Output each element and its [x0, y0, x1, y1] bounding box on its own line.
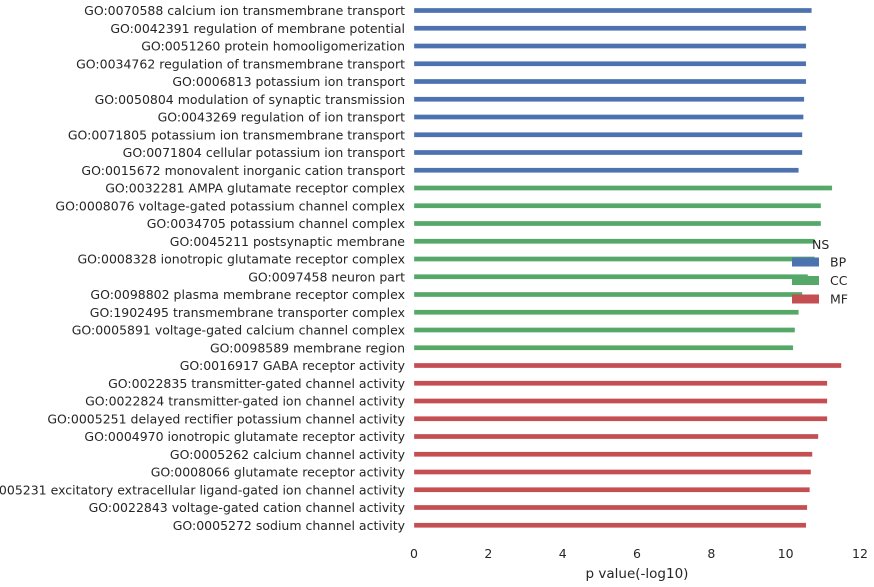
- bar-7: [413, 114, 804, 120]
- category-label-5: GO:0006813 potassium ion transport: [172, 74, 405, 89]
- bar-13: [413, 220, 822, 227]
- x-tick-label-0: 0: [410, 546, 418, 561]
- bar-12: [413, 203, 822, 209]
- category-label-8: GO:0071805 potassium ion transmembrane t…: [68, 127, 405, 142]
- bar-26: [413, 451, 813, 457]
- x-tick-label-6: 6: [633, 546, 641, 561]
- category-label-16: GO:0097458 neuron part: [248, 269, 405, 284]
- category-labels: GO:0070588 calcium ion transmembrane tra…: [0, 3, 406, 533]
- category-label-26: GO:0005262 calcium channel activity: [170, 447, 406, 462]
- category-label-30: GO:0005272 sodium channel activity: [173, 518, 406, 533]
- category-label-27: GO:0008066 glutamate receptor activity: [151, 465, 406, 480]
- category-label-22: GO:0022835 transmitter-gated channel act…: [108, 376, 405, 391]
- category-label-28: GO:0005231 excitatory extracellular liga…: [0, 482, 406, 497]
- legend-title: NS: [812, 237, 829, 252]
- category-label-6: GO:0050804 modulation of synaptic transm…: [95, 92, 405, 107]
- bar-16: [413, 274, 809, 280]
- category-label-19: GO:0005891 voltage-gated calcium channel…: [72, 323, 405, 338]
- bar-22: [413, 380, 828, 386]
- category-label-7: GO:0043269 regulation of ion transport: [158, 110, 406, 125]
- category-label-2: GO:0042391 regulation of membrane potent…: [110, 21, 405, 36]
- bar-9: [413, 149, 803, 156]
- bar-8: [413, 132, 803, 138]
- bars-layer: [413, 7, 842, 528]
- category-label-14: GO:0045211 postsynaptic membrane: [170, 234, 406, 249]
- legend-swatch-cc: [792, 276, 819, 285]
- legend: NS BP CC MF: [792, 237, 848, 307]
- category-label-12: GO:0008076 voltage-gated potassium chann…: [55, 198, 405, 213]
- category-label-18: GO:1902495 transmembrane transporter com…: [90, 305, 405, 320]
- category-label-15: GO:0008328 ionotropic glutamate receptor…: [78, 252, 406, 267]
- category-label-25: GO:0004970 ionotropic glutamate receptor…: [84, 429, 405, 444]
- bar-10: [413, 167, 799, 173]
- x-tick-label-4: 4: [559, 546, 567, 561]
- bar-19: [413, 327, 796, 333]
- legend-label-cc: CC: [830, 273, 848, 288]
- bar-4: [413, 61, 807, 67]
- bar-18: [413, 309, 799, 315]
- bar-23: [413, 398, 828, 404]
- legend-swatch-bp: [792, 257, 819, 267]
- x-tick-label-2: 2: [484, 546, 492, 561]
- category-label-29: GO:0022843 voltage-gated cation channel …: [89, 500, 406, 515]
- category-label-3: GO:0051260 protein homooligomerization: [141, 39, 405, 54]
- x-tick-label-8: 8: [707, 546, 715, 561]
- bar-24: [413, 416, 828, 422]
- legend-label-bp: BP: [830, 255, 847, 270]
- x-tick-label-10: 10: [778, 546, 794, 561]
- bar-29: [413, 504, 808, 511]
- x-axis-ticks: 0 2 4 6 8 10 12: [410, 546, 868, 561]
- category-label-23: GO:0022824 transmitter-gated ion channel…: [85, 394, 406, 409]
- category-label-1: GO:0070588 calcium ion transmembrane tra…: [84, 3, 405, 18]
- bar-6: [413, 96, 805, 102]
- bar-11: [413, 185, 833, 191]
- x-tick-label-12: 12: [852, 546, 868, 561]
- bar-15: [413, 256, 815, 262]
- bar-3: [413, 43, 807, 49]
- x-axis-label: p value(-log10): [586, 566, 689, 582]
- category-label-4: GO:0034762 regulation of transmembrane t…: [76, 56, 405, 71]
- bar-5: [413, 78, 807, 85]
- bar-27: [413, 469, 812, 475]
- category-label-10: GO:0015672 monovalent inorganic cation t…: [81, 163, 405, 178]
- bar-30: [413, 522, 807, 528]
- category-label-11: GO:0032281 AMPA glutamate receptor compl…: [105, 181, 405, 196]
- legend-label-mf: MF: [830, 292, 848, 307]
- bar-25: [413, 433, 819, 440]
- category-label-17: GO:0098802 plasma membrane receptor comp…: [90, 287, 405, 302]
- category-label-20: GO:0098589 membrane region: [210, 340, 405, 355]
- bar-1: [413, 7, 812, 14]
- bar-21: [413, 362, 842, 369]
- category-label-13: GO:0034705 potassium channel complex: [147, 216, 405, 231]
- category-label-24: GO:0005251 delayed rectifier potassium c…: [47, 411, 405, 426]
- bar-20: [413, 345, 794, 351]
- bar-17: [413, 291, 803, 298]
- bar-28: [413, 487, 810, 493]
- bar-14: [413, 238, 815, 244]
- category-label-21: GO:0016917 GABA receptor activity: [180, 358, 406, 373]
- category-label-9: GO:0071804 cellular potassium ion transp…: [123, 145, 405, 160]
- legend-swatch-mf: [792, 294, 819, 304]
- bar-2: [413, 25, 807, 31]
